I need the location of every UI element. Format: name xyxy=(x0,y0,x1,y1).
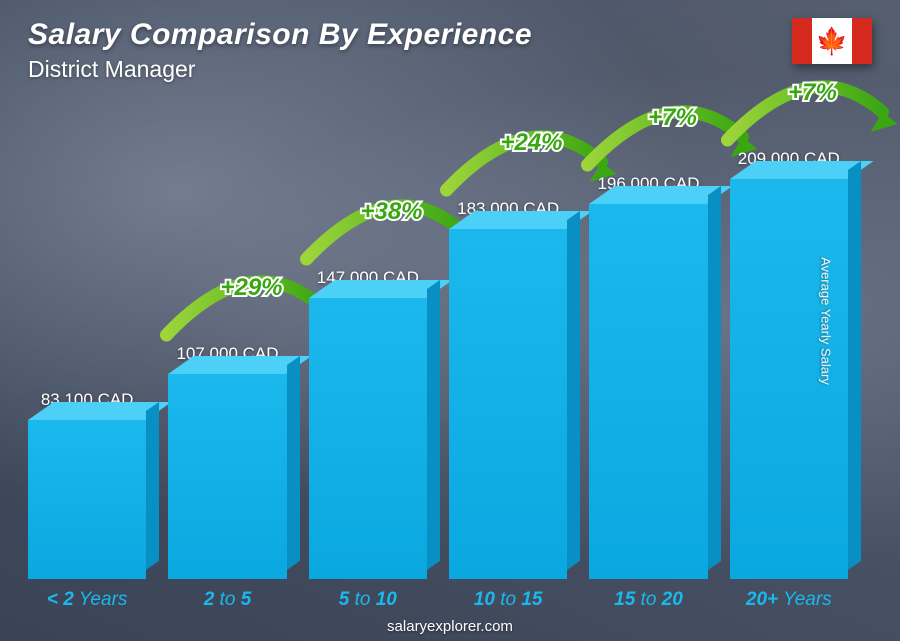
bar-group: 83,100 CAD xyxy=(28,390,146,579)
bar-front-face xyxy=(28,420,146,579)
chart-area: 83,100 CAD +29% 107,000 CAD xyxy=(28,100,848,579)
bar-side-face xyxy=(146,402,159,570)
x-axis-label: < 2 Years xyxy=(28,589,146,611)
header: Salary Comparison By Experience District… xyxy=(28,18,872,83)
bar xyxy=(589,204,707,579)
x-axis-label: 2 to 5 xyxy=(168,589,286,611)
bar xyxy=(168,374,286,579)
y-axis-label: Average Yearly Salary xyxy=(819,257,834,385)
svg-text:+7%: +7% xyxy=(648,104,697,131)
bar xyxy=(449,229,567,579)
chart-subtitle: District Manager xyxy=(28,56,532,83)
bar-group: +29% 107,000 CAD xyxy=(168,344,286,579)
flag-center: 🍁 xyxy=(812,18,852,64)
x-axis-labels: < 2 Years 2 to 5 5 to 10 10 to 15 15 to 20 20… xyxy=(28,589,848,611)
flag-band-right xyxy=(852,18,872,64)
bar-group: +7% 196,000 CAD xyxy=(589,174,707,579)
chart-title: Salary Comparison By Experience xyxy=(28,18,532,52)
bar-front-face xyxy=(449,229,567,579)
bar-front-face xyxy=(589,204,707,579)
title-block: Salary Comparison By Experience District… xyxy=(28,18,532,83)
x-axis-label: 10 to 15 xyxy=(449,589,567,611)
bar-side-face xyxy=(848,161,861,570)
bar xyxy=(309,298,427,579)
bar-side-face xyxy=(427,280,440,570)
bar-group: +38% 147,000 CAD xyxy=(309,268,427,579)
maple-leaf-icon: 🍁 xyxy=(816,26,848,57)
country-flag: 🍁 xyxy=(792,18,872,64)
svg-text:+29%: +29% xyxy=(220,274,282,301)
bar-side-face xyxy=(287,356,300,570)
footer-credit: salaryexplorer.com xyxy=(0,618,900,635)
bar-front-face xyxy=(168,374,286,579)
bar-front-face xyxy=(309,298,427,579)
bar-side-face xyxy=(567,211,580,570)
flag-band-left xyxy=(792,18,812,64)
bar-side-face xyxy=(708,186,721,570)
x-axis-label: 20+ Years xyxy=(730,589,848,611)
bar xyxy=(28,420,146,579)
bar-group: +24% 183,000 CAD xyxy=(449,199,567,579)
svg-text:+38%: +38% xyxy=(360,198,422,225)
x-axis-label: 15 to 20 xyxy=(589,589,707,611)
x-axis-label: 5 to 10 xyxy=(309,589,427,611)
svg-text:+24%: +24% xyxy=(501,129,563,156)
